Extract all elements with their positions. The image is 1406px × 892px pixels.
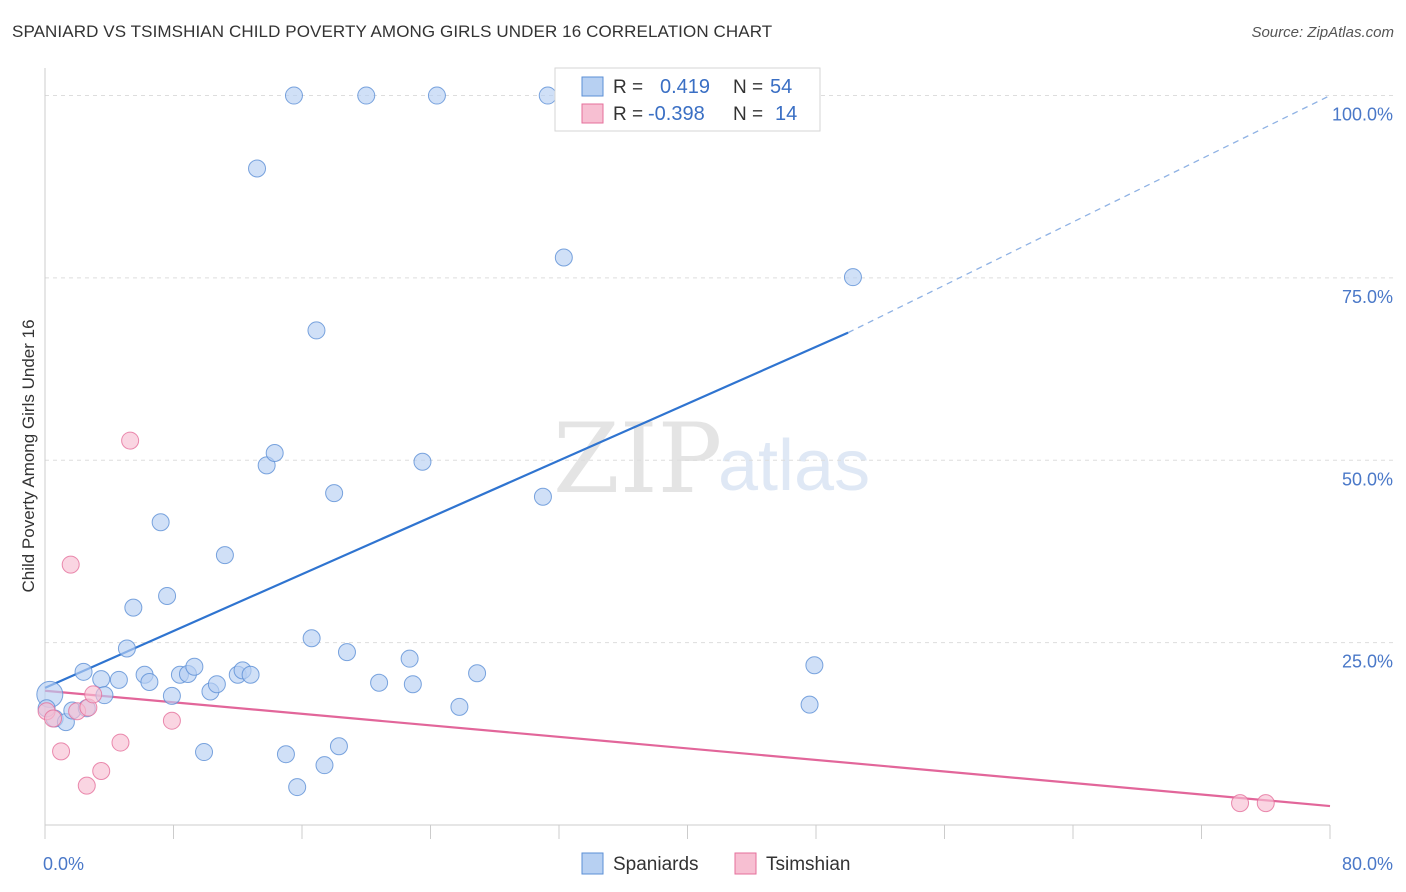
point-tsimshian-5 — [77, 776, 96, 795]
bottom-legend-swatch-tsimshian — [734, 852, 757, 875]
point-spaniards-52 — [843, 268, 862, 287]
point-spaniards-35 — [325, 484, 344, 503]
grid-lines — [45, 95, 1395, 644]
point-tsimshian-7 — [84, 685, 103, 704]
legend-swatch-spaniards — [581, 76, 604, 97]
point-tsimshian-9 — [111, 733, 130, 752]
y-axis-title: Child Poverty Among Girls Under 16 — [19, 319, 38, 592]
point-spaniards-37 — [337, 643, 356, 662]
bottom-legend-swatch-spaniards — [581, 852, 604, 875]
point-spaniards-18 — [185, 657, 204, 676]
bottom-legend-tsimshian: Tsimshian — [766, 854, 850, 875]
legend-r-value-spaniards: 0.419 — [660, 76, 710, 98]
legend-n-label-tsimshian: N = — [733, 104, 763, 125]
point-spaniards-29 — [276, 745, 295, 764]
point-spaniards-13 — [151, 513, 170, 532]
legend-n-label-spaniards: N = — [733, 77, 763, 98]
bottom-legend-spaniards: Spaniards — [613, 854, 699, 875]
point-spaniards-51 — [805, 656, 824, 675]
point-spaniards-12 — [140, 673, 159, 692]
stats-legend: R = 0.419 N = 54 R = -0.398 N = 14 — [554, 67, 821, 132]
point-spaniards-19 — [195, 743, 214, 762]
point-spaniards-33 — [307, 321, 326, 340]
x-tick-label-min: 0.0% — [43, 854, 84, 874]
point-spaniards-28 — [265, 443, 284, 462]
point-spaniards-26 — [248, 159, 267, 178]
point-spaniards-44 — [450, 697, 469, 716]
point-spaniards-42 — [413, 452, 432, 471]
chart-source: Source: ZipAtlas.com — [1251, 24, 1394, 41]
y-tick-label-0: 25.0% — [1342, 652, 1393, 672]
point-spaniards-6 — [92, 670, 111, 689]
point-tsimshian-13 — [1256, 794, 1275, 813]
point-spaniards-34 — [315, 756, 334, 775]
legend-swatch-tsimshian — [581, 103, 604, 124]
legend-r-value-tsimshian: -0.398 — [648, 103, 705, 125]
legend-r-label-tsimshian: R = — [613, 104, 643, 125]
point-spaniards-39 — [370, 673, 389, 692]
x-tick-labels: 0.0% 80.0% — [43, 854, 1393, 874]
point-spaniards-47 — [538, 86, 557, 105]
point-spaniards-41 — [403, 675, 422, 694]
point-spaniards-21 — [207, 675, 226, 694]
point-spaniards-46 — [533, 487, 552, 506]
point-spaniards-30 — [284, 86, 303, 105]
trend-line-spaniards — [44, 331, 849, 689]
point-spaniards-38 — [357, 86, 376, 105]
point-spaniards-50 — [800, 695, 819, 714]
trend-lines — [44, 94, 1331, 808]
point-spaniards-14 — [158, 586, 177, 605]
point-spaniards-43 — [427, 86, 446, 105]
point-spaniards-22 — [215, 546, 234, 565]
legend-n-value-tsimshian: 14 — [775, 103, 797, 125]
legend-n-value-spaniards: 54 — [770, 76, 792, 98]
y-tick-label-1: 50.0% — [1342, 469, 1393, 489]
x-tick-label-max: 80.0% — [1342, 854, 1393, 874]
watermark-zip: ZIP — [553, 403, 722, 515]
point-tsimshian-2 — [52, 742, 71, 761]
point-spaniards-31 — [288, 778, 307, 797]
point-spaniards-4 — [74, 662, 93, 681]
y-tick-label-3: 100.0% — [1332, 105, 1393, 125]
point-spaniards-36 — [329, 737, 348, 756]
point-spaniards-9 — [117, 639, 136, 658]
point-spaniards-25 — [241, 665, 260, 684]
series-legend: Spaniards Tsimshian — [581, 852, 850, 875]
point-tsimshian-12 — [1231, 794, 1250, 813]
y-tick-label-2: 75.0% — [1342, 287, 1393, 307]
point-spaniards-10 — [124, 598, 143, 617]
point-spaniards-15 — [162, 686, 181, 705]
chart-title: SPANIARD VS TSIMSHIAN CHILD POVERTY AMON… — [12, 22, 773, 41]
trend-line-spaniards-extension — [847, 94, 1331, 334]
point-tsimshian-11 — [162, 711, 181, 730]
trend-line-tsimshian — [44, 689, 1331, 808]
point-spaniards-8 — [109, 670, 128, 689]
legend-r-label-spaniards: R = — [613, 77, 643, 98]
watermark-atlas: atlas — [718, 426, 870, 506]
y-tick-labels: 25.0% 50.0% 75.0% 100.0% — [1332, 105, 1393, 672]
point-tsimshian-8 — [92, 762, 111, 781]
point-tsimshian-1 — [44, 709, 63, 728]
point-tsimshian-10 — [121, 431, 140, 450]
data-points — [36, 86, 1275, 813]
point-spaniards-45 — [468, 664, 487, 683]
point-spaniards-48 — [554, 248, 573, 267]
point-spaniards-32 — [302, 629, 321, 648]
point-tsimshian-3 — [61, 555, 80, 574]
point-spaniards-40 — [400, 649, 419, 668]
